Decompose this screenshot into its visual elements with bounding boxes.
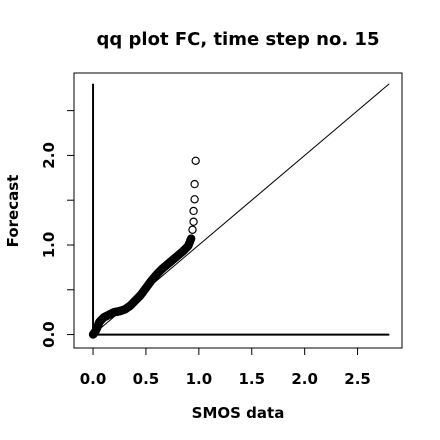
- x-axis-label: SMOS data: [192, 404, 285, 422]
- chart-title: qq plot FC, time step no. 15: [97, 29, 380, 50]
- data-point: [190, 195, 199, 204]
- y-tick-label: 0.0: [40, 321, 58, 348]
- data-points: [88, 156, 200, 339]
- x-axis: 0.0 0.5 1.0 1.5 2.0 2.5: [80, 347, 371, 388]
- x-tick-label: 1.0: [186, 370, 213, 388]
- y-axis-label: Forecast: [4, 175, 22, 248]
- data-point: [189, 206, 198, 216]
- data-point: [186, 234, 196, 243]
- data-point: [191, 156, 200, 165]
- x-tick-label: 2.0: [291, 370, 318, 388]
- data-point: [190, 179, 199, 189]
- y-tick-label: 1.0: [40, 232, 58, 259]
- x-tick-label: 2.5: [344, 370, 371, 388]
- x-tick-label: 1.5: [238, 370, 265, 388]
- data-point: [189, 217, 198, 226]
- data-point: [188, 225, 197, 234]
- x-tick-label: 0.0: [80, 370, 107, 388]
- y-tick-label: 2.0: [40, 142, 58, 169]
- y-axis: 0.0 1.0 2.0: [40, 110, 75, 348]
- x-tick-label: 0.5: [133, 370, 160, 388]
